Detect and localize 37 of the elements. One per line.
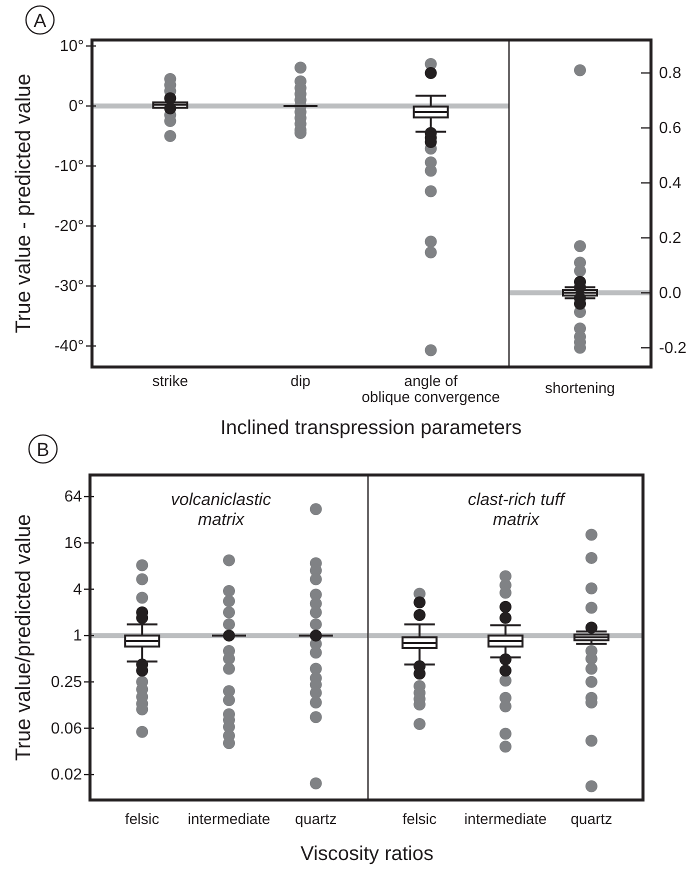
y-tick-label: -10° [54, 158, 84, 176]
y-tick-label: 0.2 [659, 230, 682, 247]
y-tick-label: 16 [64, 535, 82, 552]
x-tick-label: strike [152, 373, 188, 390]
y-tick-label: 0.25 [50, 674, 82, 692]
y-tick-label: -20° [54, 218, 84, 236]
x-tick-label: shortening [544, 380, 616, 397]
x-tick-label: felsic [402, 811, 438, 828]
x-tick-label: intermediate [188, 811, 270, 828]
x-tick-label: intermediate [464, 811, 547, 828]
y-tick-label: -30° [54, 278, 84, 296]
x-tick-label: angle of oblique convergence [362, 373, 500, 406]
y-tick-label: 0.06 [50, 720, 82, 738]
y-axis-title: True value - predicted value [12, 74, 35, 334]
y-tick-label: -40° [54, 338, 84, 356]
x-tick-label: quartz [295, 811, 337, 828]
x-axis-title: Inclined transpression parameters [220, 417, 522, 439]
x-tick-label: felsic [125, 811, 160, 828]
y-tick-label: 0.02 [50, 766, 82, 784]
x-axis-title: Viscosity ratios [300, 843, 434, 865]
y-axis-title: True value/predicted value [12, 514, 35, 761]
y-tick-label: 0.0 [659, 284, 682, 302]
x-tick-label: quartz [570, 811, 612, 828]
y-tick-label: 64 [64, 488, 82, 506]
annotation: clast-rich tuff matrix [468, 490, 566, 529]
y-tick-label: 1 [73, 628, 82, 645]
text: A [34, 11, 47, 32]
y-tick-label: 0.6 [659, 120, 682, 138]
y-tick-label: -0.2 [659, 340, 687, 357]
y-tick-label: 4 [73, 581, 82, 598]
y-tick-label: 0.4 [659, 175, 682, 192]
y-tick-label: 0.8 [659, 65, 682, 82]
text: B [36, 440, 50, 461]
annotation: volcaniclastic matrix [170, 490, 272, 529]
y-tick-label: 0° [68, 98, 84, 116]
y-tick-label: 10° [60, 38, 84, 56]
x-tick-label: dip [290, 373, 311, 390]
